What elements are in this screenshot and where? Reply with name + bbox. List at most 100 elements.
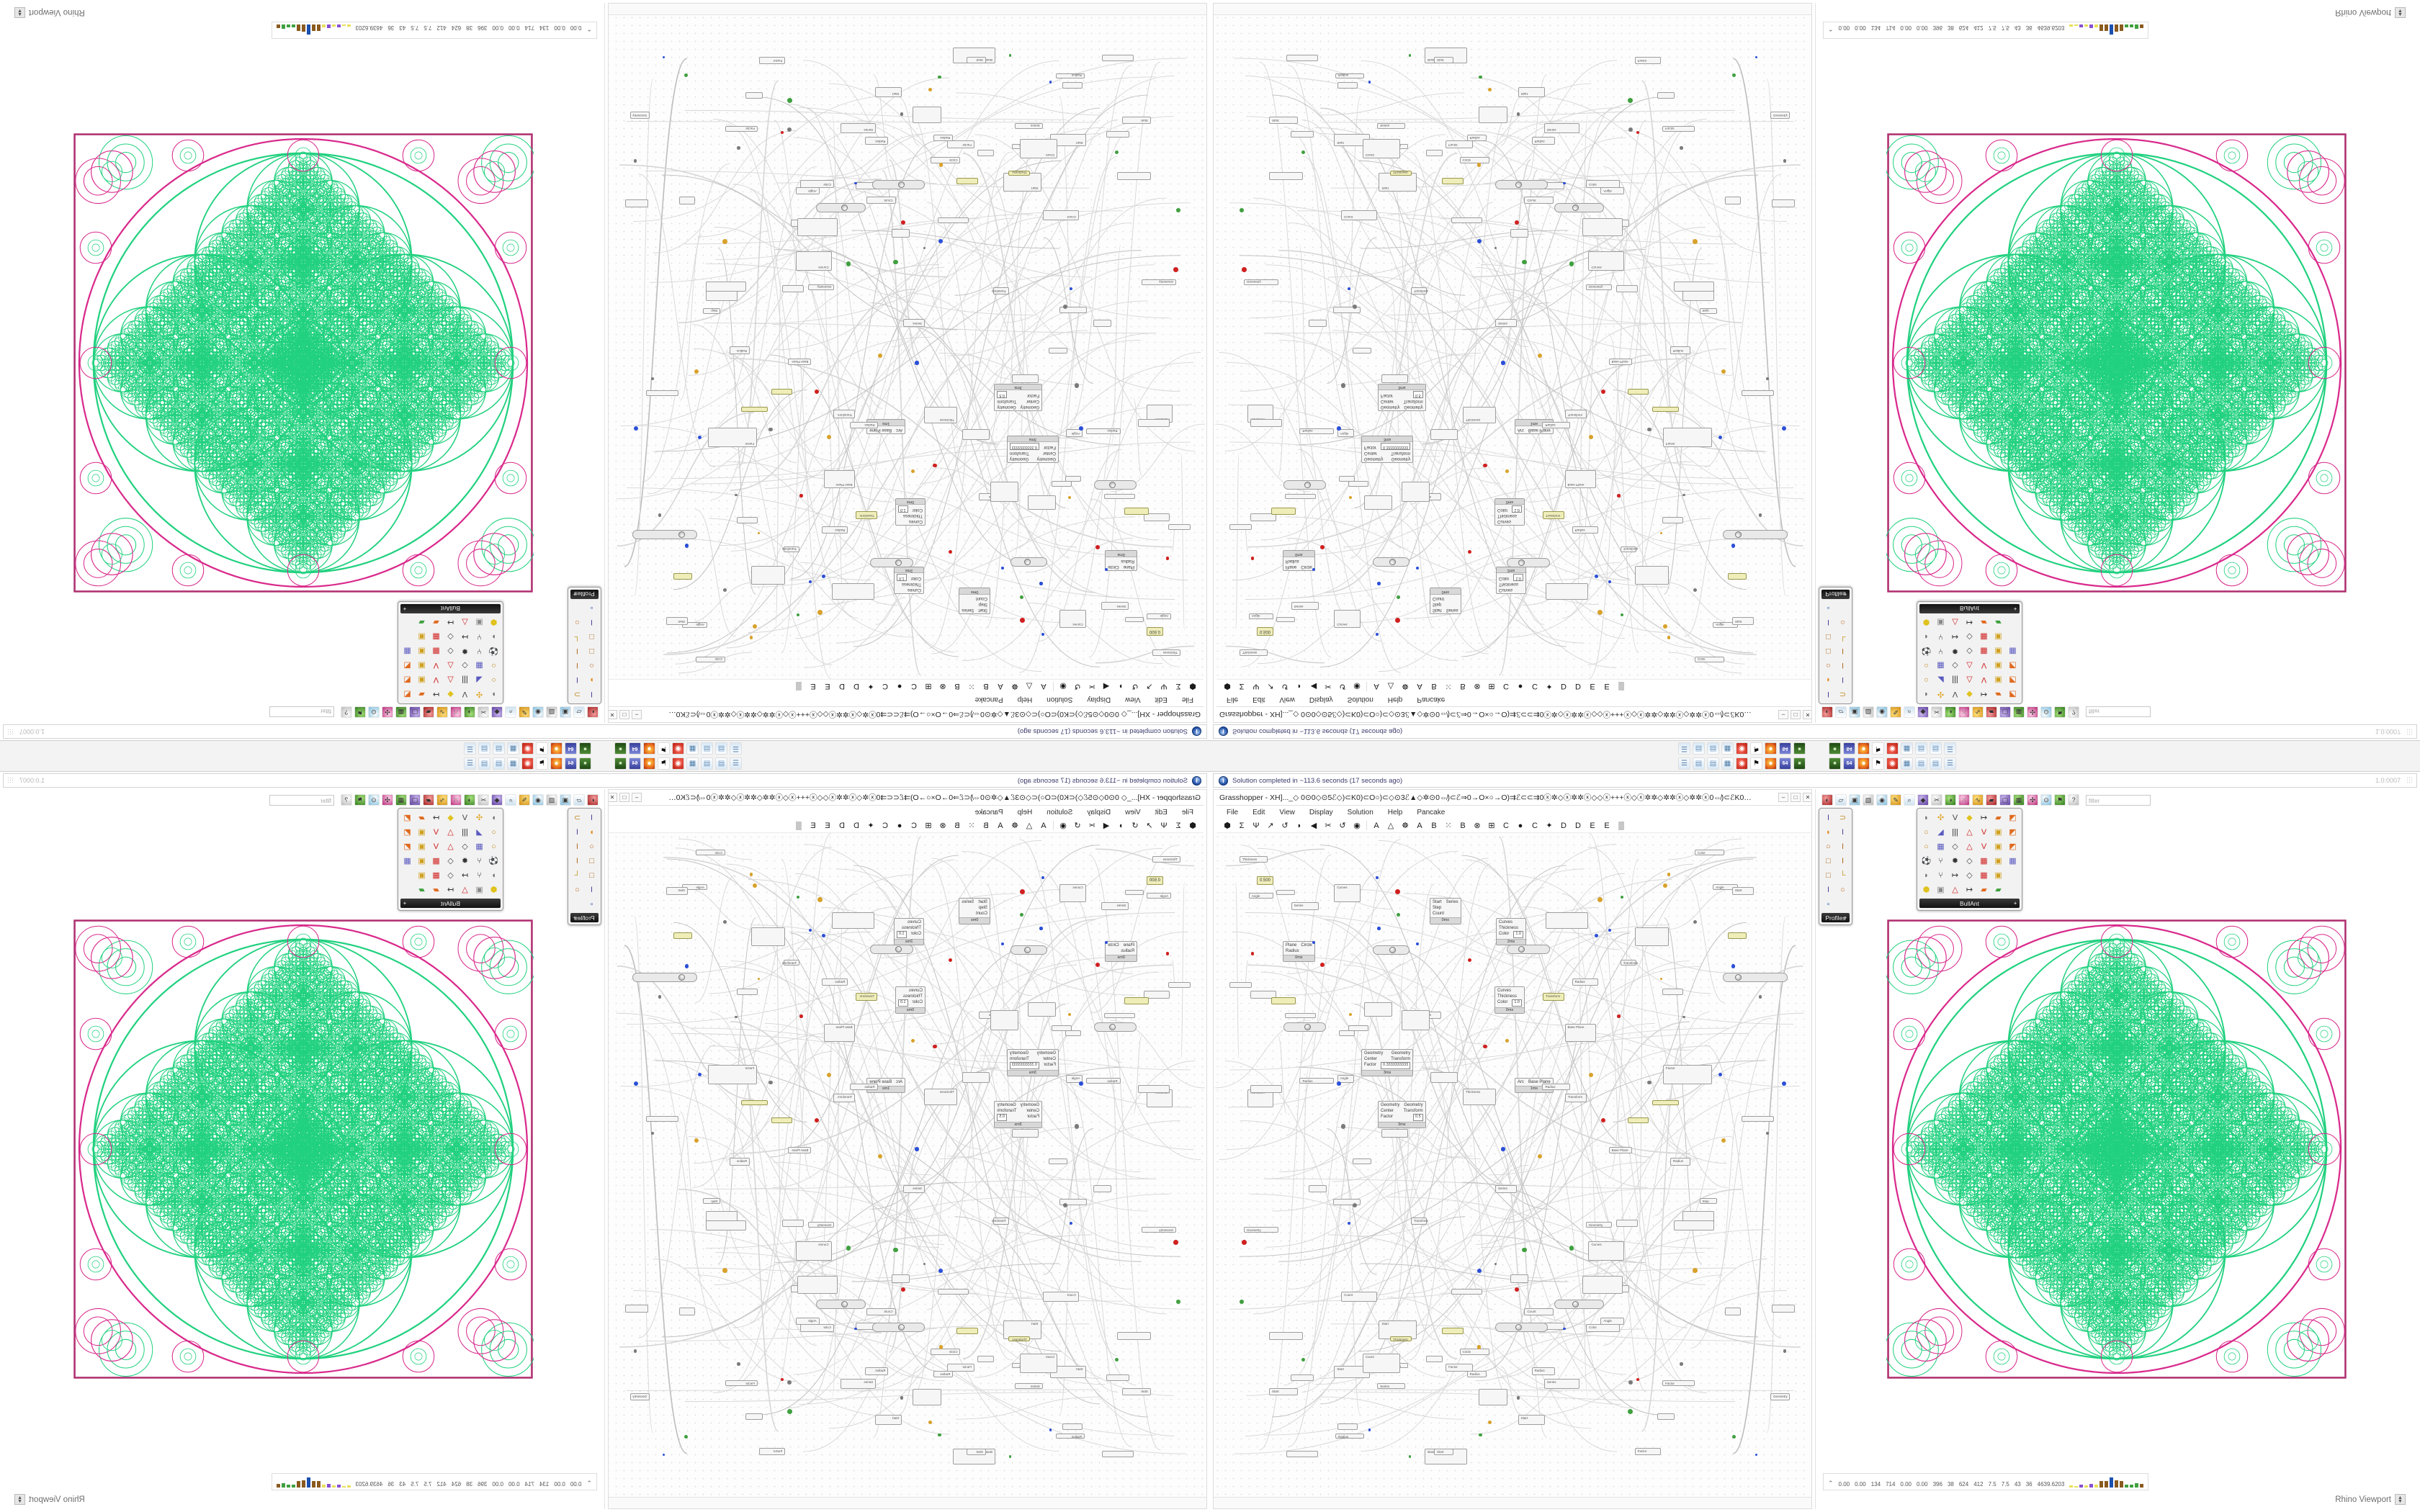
ba-offset-icon[interactable]: ↦ xyxy=(1977,688,1991,701)
node-param-row[interactable]: Count xyxy=(1433,595,1458,601)
node-param-row[interactable]: Curves xyxy=(897,587,921,593)
gh-component[interactable]: Angle xyxy=(1337,1075,1355,1084)
help-icon[interactable]: ? xyxy=(2068,794,2079,806)
slider-knob[interactable] xyxy=(1518,559,1525,567)
gh-component[interactable] xyxy=(1771,1304,1796,1313)
save-32-icon[interactable]: 64 xyxy=(629,757,641,770)
gh-component[interactable] xyxy=(1124,508,1149,516)
viewport-label-group[interactable]: Rhino Viewport ▲ ▼ xyxy=(2335,1494,2406,1505)
rhino-red-icon[interactable]: ◉ xyxy=(521,742,534,755)
gh-component[interactable]: Count xyxy=(1524,1308,1554,1315)
ba-quad-2-icon[interactable]: ◇ xyxy=(1963,644,1976,658)
ba-frame-2-icon[interactable]: ▦ xyxy=(429,868,443,882)
node-param-row[interactable]: Start Series xyxy=(962,899,987,905)
gh-component[interactable]: Color xyxy=(1694,850,1725,855)
gh-component[interactable]: Transform xyxy=(833,1094,856,1102)
save-green-icon[interactable]: ■ xyxy=(614,742,627,755)
gh-component[interactable]: Transform xyxy=(1543,992,1564,1001)
menu-item-display[interactable]: Display xyxy=(1309,809,1333,816)
close-button[interactable]: ✕ xyxy=(608,710,617,719)
open-file-icon[interactable]: ▱ xyxy=(573,794,585,806)
grasshopper-launch-icon[interactable]: ⚑ xyxy=(354,794,366,806)
help-icon[interactable]: ? xyxy=(341,706,352,718)
gh-tool-icon-4[interactable]: ↺ xyxy=(1280,682,1290,691)
number-slider[interactable] xyxy=(1283,1022,1326,1032)
zoom-extents-icon[interactable]: ⌕ xyxy=(505,706,516,718)
gh-tool-icon-0[interactable]: ⬢ xyxy=(1222,821,1232,830)
node-param-row[interactable]: Plane Circle xyxy=(1108,942,1134,948)
gh-component[interactable] xyxy=(1284,1012,1317,1018)
gh-component[interactable]: Radius xyxy=(1466,1370,1487,1377)
gh-component[interactable] xyxy=(1441,1328,1464,1335)
gh-tool-icon-23[interactable]: D xyxy=(1559,683,1569,691)
gh-component[interactable] xyxy=(1286,54,1318,61)
scale-geometry-node-2[interactable]: Geometry Geometry Center Transform Factor 0.5… xyxy=(1378,1101,1426,1129)
grasshopper-icon[interactable]: ⚑ xyxy=(536,742,548,755)
node-param-row[interactable]: Thickness xyxy=(1497,513,1522,518)
gh-component[interactable]: Start xyxy=(1269,1388,1299,1396)
profile-i-tag-3-icon[interactable]: I xyxy=(1821,616,1835,629)
save-32-icon[interactable]: 64 xyxy=(1843,742,1855,755)
ba-truss-v3-icon[interactable]: V xyxy=(1977,659,1991,672)
gh-component[interactable] xyxy=(1381,1129,1408,1138)
ba-mesh-warp-icon[interactable]: ◩ xyxy=(400,688,414,701)
viewport-spinner[interactable]: ▲ ▼ xyxy=(2395,7,2406,18)
ba-node-array-icon[interactable]: ✣ xyxy=(1934,688,1948,701)
ba-ball-icon[interactable]: ⚽ xyxy=(1919,644,1933,658)
gh-component[interactable] xyxy=(1229,524,1252,530)
gh-component[interactable]: Factor xyxy=(1634,56,1661,65)
zoom-extents-icon[interactable]: ⌕ xyxy=(505,794,516,806)
slider-knob[interactable] xyxy=(898,181,905,188)
gh-component[interactable] xyxy=(1062,81,1083,89)
node-param-row[interactable]: Start Series xyxy=(1433,899,1458,905)
gh-tool-icon-3[interactable]: ↗ xyxy=(1265,682,1276,691)
number-slider-node[interactable]: 0.500 xyxy=(1257,626,1274,636)
gh-component[interactable] xyxy=(1430,429,1458,440)
ba-lock-icon[interactable]: ▣ xyxy=(1991,673,2005,687)
surface-icon[interactable]: ▰ xyxy=(1986,794,1997,806)
ba-branch-icon[interactable]: ⑂ xyxy=(1934,854,1948,868)
rhino-toolbar[interactable]: ◐ ▱ ▣ ▧ ◉ ✎ ⌕ ◆ ✂ ◑ ⁙ ∿ ▰ ▢ ▦ ✣ ⊙ ⚑? filter xyxy=(1821,704,2151,720)
profile-square-dot-icon[interactable]: ▫ xyxy=(1821,601,1835,615)
gh-component[interactable]: Base Plane xyxy=(1608,1147,1632,1153)
gh-component[interactable]: Factor xyxy=(1662,427,1712,447)
palette-pin-icon[interactable]: ✦ xyxy=(1843,592,1847,598)
notepad-icon[interactable]: ▤ xyxy=(478,742,490,755)
gh-component[interactable]: Radius xyxy=(1542,421,1570,428)
node-value-field[interactable]: 1.0 xyxy=(897,931,907,938)
gh-tool-icon-7[interactable]: ✂ xyxy=(1087,821,1097,830)
minimize-button[interactable]: – xyxy=(1778,710,1788,719)
gh-tool-icon-10[interactable]: A xyxy=(1371,683,1381,691)
node-param-row[interactable]: Curves xyxy=(1497,988,1522,994)
gh-component[interactable]: Count xyxy=(1524,197,1554,204)
slider-knob[interactable] xyxy=(1735,531,1742,538)
ba-cone-2-icon[interactable]: ◗ xyxy=(1919,630,1933,644)
gh-component[interactable] xyxy=(832,583,874,600)
gh-component[interactable] xyxy=(1478,1388,1508,1405)
gh-component[interactable]: Step xyxy=(703,307,721,314)
gh-component[interactable]: Start xyxy=(875,1415,902,1426)
node-param-row[interactable]: Thickness xyxy=(897,581,921,587)
node-param-row[interactable]: Geometry Geometry xyxy=(1381,404,1423,410)
ba-blade-icon[interactable]: ◢ xyxy=(1934,825,1948,839)
gh-component[interactable]: Geometry xyxy=(808,1221,835,1228)
gh-component[interactable]: Angle xyxy=(1146,893,1172,899)
gh-component[interactable] xyxy=(1116,171,1151,180)
eye-visibility-icon[interactable]: ◉ xyxy=(1876,794,1888,806)
gh-component[interactable]: Radius xyxy=(864,136,889,145)
rhino-logo-icon[interactable]: ◐ xyxy=(1821,706,1833,718)
ba-rainbow-icon[interactable]: ▰ xyxy=(1991,616,2005,629)
transform-icon[interactable]: ✣ xyxy=(382,794,393,806)
gh-component[interactable] xyxy=(624,1304,649,1313)
ba-frame-icon[interactable]: ▦ xyxy=(1977,644,1991,658)
rhino-logo-icon[interactable]: ◐ xyxy=(1821,794,1833,806)
ba-bars-icon[interactable]: ||| xyxy=(1948,673,1962,687)
gh-component[interactable]: Factor xyxy=(759,1447,786,1456)
gh-component[interactable] xyxy=(1510,1274,1528,1284)
ba-lock-icon[interactable]: ▣ xyxy=(1991,825,2005,839)
eye-visibility-icon[interactable]: ◉ xyxy=(532,794,544,806)
ba-shell-icon[interactable]: ◩ xyxy=(2006,825,2020,839)
script-document-icon[interactable]: ☰ xyxy=(730,742,742,755)
calculator-icon[interactable]: ▦ xyxy=(507,757,519,770)
profile-i-beam-2-icon[interactable]: I xyxy=(570,854,584,868)
